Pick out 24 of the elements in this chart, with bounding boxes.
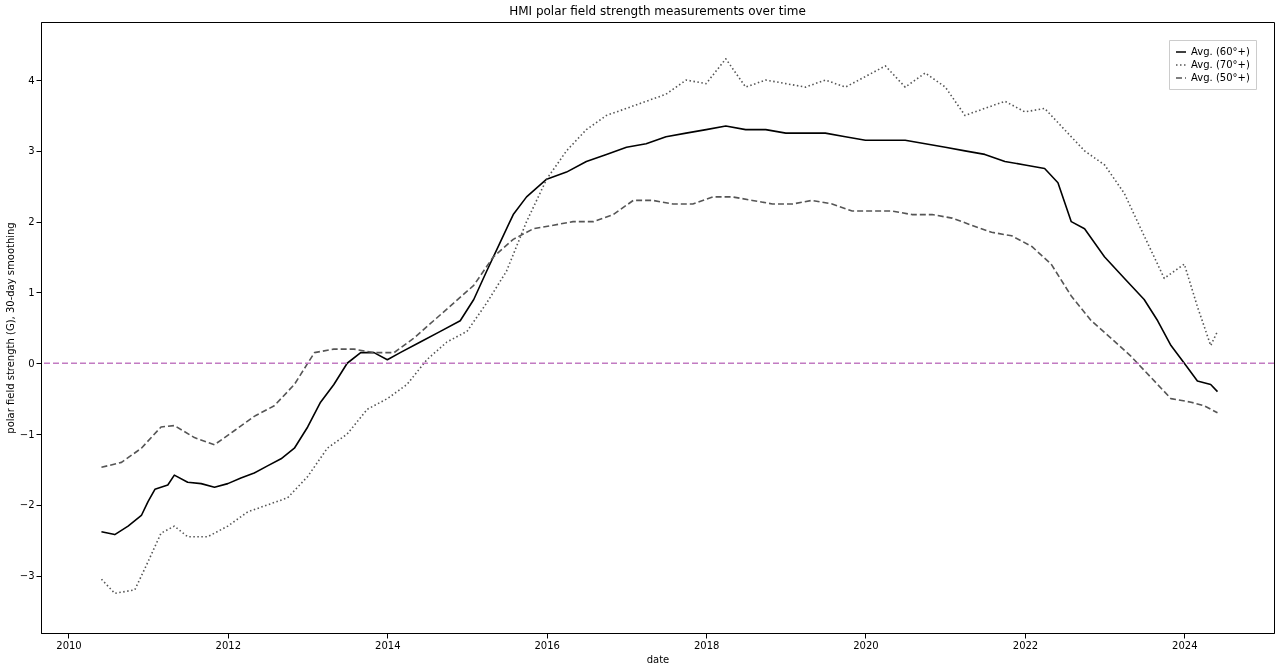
x-tick-label: 2012 (215, 639, 242, 651)
y-tick-label: 3 (28, 145, 35, 157)
line-series (100, 125, 1219, 536)
x-axis-title: date (646, 653, 670, 665)
x-tick-label: 2014 (375, 639, 401, 651)
y-tick-label: −2 (19, 499, 35, 511)
y-tick-label: −3 (19, 570, 35, 582)
y-tick-label: 1 (28, 286, 35, 298)
x-tick-label: 2022 (1012, 639, 1039, 651)
legend-label: Avg. (70°+) (1191, 59, 1250, 70)
x-tick-label: 2020 (853, 639, 879, 651)
legend-label: Avg. (50°+) (1191, 72, 1250, 83)
x-tick-label: 2018 (693, 639, 720, 651)
y-axis-title: polar field strength (G), 30-day smoothing (4, 222, 16, 434)
y-tick-label: 4 (28, 74, 35, 86)
legend-label: Avg. (60°+) (1191, 46, 1250, 57)
y-tick-label: 2 (28, 216, 35, 228)
chart-title: HMI polar field strength measurements over time (509, 4, 806, 18)
x-tick-label: 2016 (534, 639, 560, 651)
x-tick-label: 2024 (1172, 639, 1198, 651)
line-series (100, 58, 1219, 595)
x-tick-label: 2010 (56, 639, 82, 651)
y-tick-label: 0 (28, 357, 35, 369)
y-tick-label: −1 (19, 428, 35, 440)
